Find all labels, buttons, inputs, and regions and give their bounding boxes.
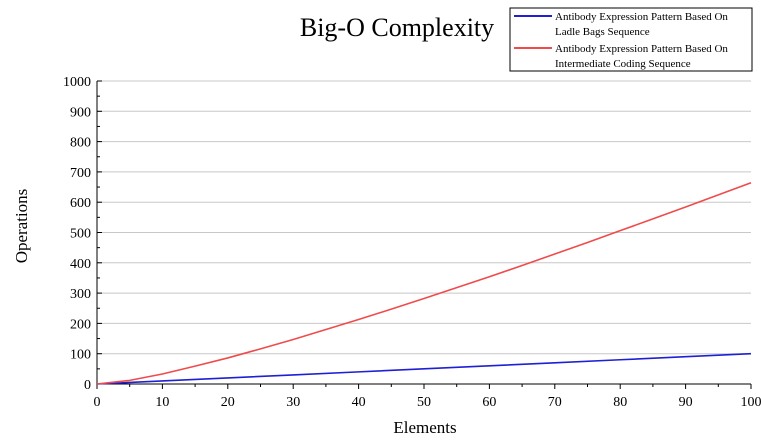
y-tick-label-0: 0 xyxy=(84,378,91,393)
legend-label-ladle-line1: Antibody Expression Pattern Based On xyxy=(555,11,728,23)
y-tick-label-300: 300 xyxy=(70,287,91,302)
series-lines xyxy=(96,182,752,385)
y-tick-label-200: 200 xyxy=(70,317,91,332)
x-tick-label-70: 70 xyxy=(548,395,562,410)
y-tick-label-500: 500 xyxy=(70,227,91,242)
x-tick-label-10: 10 xyxy=(155,395,169,410)
grid-lines xyxy=(97,80,751,355)
x-tick-label-80: 80 xyxy=(613,395,627,410)
series-line-0 xyxy=(96,352,752,385)
x-tick-label-60: 60 xyxy=(482,395,496,410)
y-tick-label-100: 100 xyxy=(70,348,91,363)
x-tick-label-30: 30 xyxy=(286,395,300,410)
legend-label-intermediate-line2: Intermediate Coding Sequence xyxy=(555,58,691,70)
x-tick-label-100: 100 xyxy=(741,395,761,410)
legend-label-intermediate-line1: Antibody Expression Pattern Based On xyxy=(555,43,728,55)
series-line-1 xyxy=(96,182,752,385)
tick-labels: 0 100 200 300 400 500 600 700 800 900 1000 0 10 20 30 4… xyxy=(63,75,761,410)
y-axis-label: Operations xyxy=(12,189,31,264)
x-tick-label-50: 50 xyxy=(417,395,431,410)
legend-box xyxy=(509,7,753,72)
y-tick-label-700: 700 xyxy=(70,166,91,181)
y-tick-label-600: 600 xyxy=(70,196,91,211)
y-tick-label-400: 400 xyxy=(70,257,91,272)
y-tick-label-900: 900 xyxy=(70,105,91,120)
legend-label-ladle-line2: Ladle Bags Sequence xyxy=(555,26,650,38)
tick-marks xyxy=(96,80,752,389)
legend: Antibody Expression Pattern Based On Lad… xyxy=(509,7,753,72)
y-tick-label-1000: 1000 xyxy=(63,75,91,90)
x-axis-label: Elements xyxy=(393,418,456,437)
x-tick-label-0: 0 xyxy=(94,395,101,410)
chart-title: Big-O Complexity xyxy=(300,13,494,42)
x-tick-label-20: 20 xyxy=(221,395,235,410)
x-tick-label-90: 90 xyxy=(679,395,693,410)
y-tick-label-800: 800 xyxy=(70,136,91,151)
x-tick-label-40: 40 xyxy=(352,395,366,410)
